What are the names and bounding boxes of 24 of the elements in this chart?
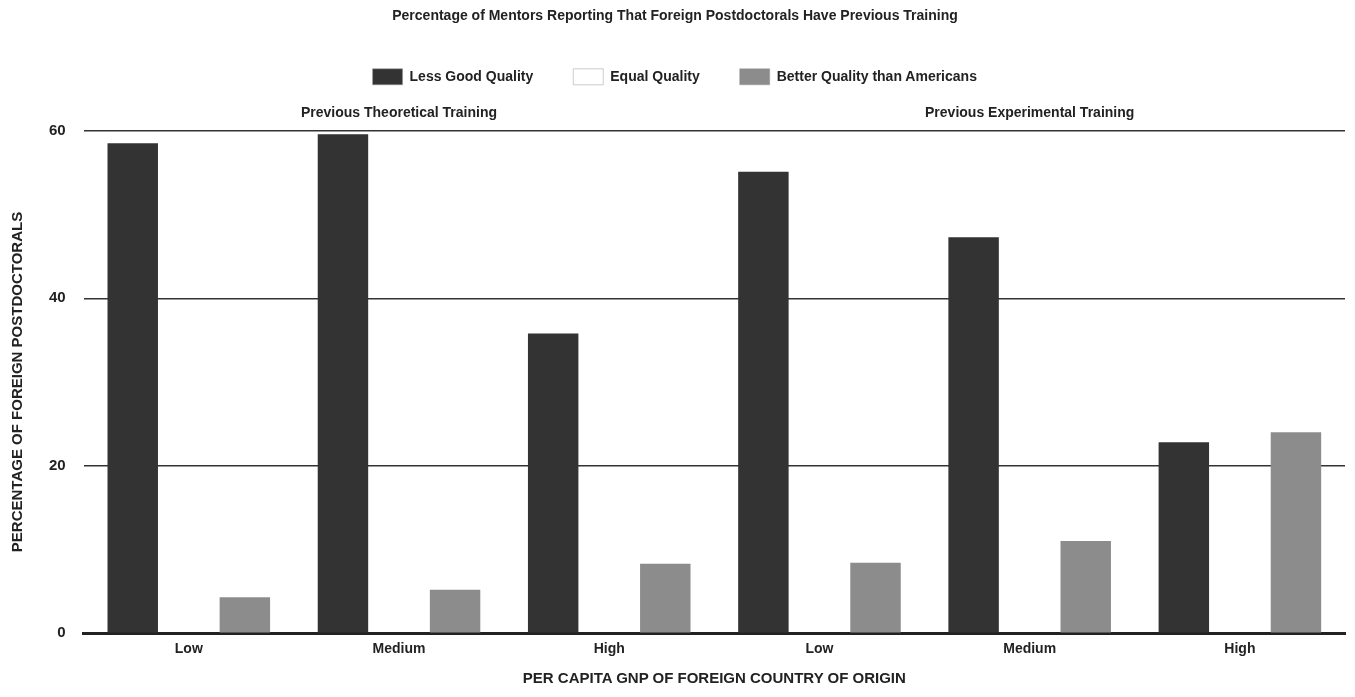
bar: [640, 563, 691, 633]
bar: [1060, 541, 1111, 633]
y-tick-label: 0: [57, 623, 66, 641]
x-tick-label: Medium: [1003, 640, 1057, 657]
bar: [1270, 432, 1322, 633]
y-tick-label: 40: [49, 288, 66, 306]
legend-label: Equal Quality: [610, 67, 700, 84]
chart-title: Percentage of Mentors Reporting That Foreign Postdoctorals Have Previous Training: [392, 7, 958, 24]
bar: [429, 589, 481, 633]
x-tick-label: High: [1224, 640, 1256, 657]
bar: [850, 562, 901, 633]
text: Previous Theoretical Training: [300, 103, 498, 120]
x-tick-label: Low: [174, 640, 203, 657]
y-tick-label: 20: [49, 455, 66, 473]
x-axis-title: PER CAPITA GNP OF FOREIGN COUNTRY OF ORIGIN: [522, 669, 906, 687]
y-axis-title: PERCENTAGE OF FOREIGN POSTDOCTORALS: [8, 211, 26, 553]
legend-label: Less Good Quality: [409, 67, 534, 84]
bar: [219, 597, 271, 633]
x-tick-label: High: [593, 640, 625, 657]
x-tick-label: Low: [805, 640, 834, 657]
text: Previous Experimental Training: [925, 103, 1135, 120]
legend-label: Better Quality than Americans: [776, 67, 978, 84]
y-tick-label: 60: [49, 120, 66, 138]
x-tick-label: Medium: [372, 640, 426, 657]
